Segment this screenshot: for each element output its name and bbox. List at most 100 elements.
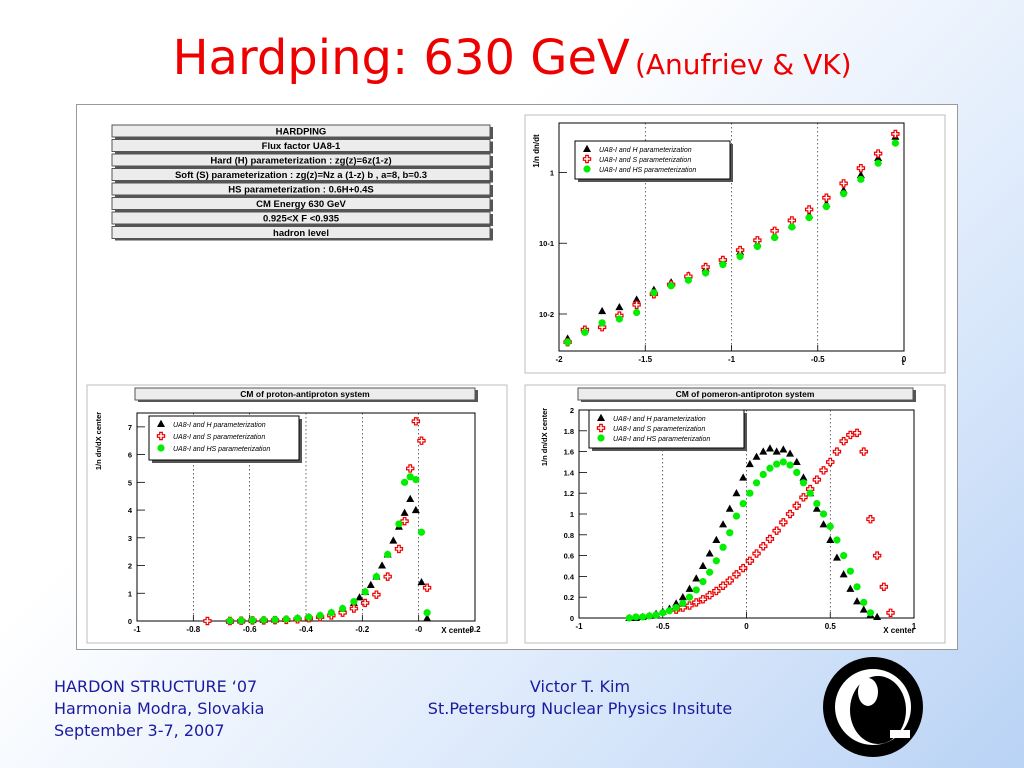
- figure-panel: HARDPING Flux factor UA8-1 Hard (H) parame…: [76, 104, 958, 650]
- data-point-hs: [645, 612, 653, 620]
- data-point-h: [678, 593, 687, 601]
- y-tick-label: 0.2: [564, 593, 574, 602]
- series-filled-circle: [625, 458, 875, 622]
- data-point-hs: [237, 616, 245, 625]
- data-point-hs: [857, 175, 865, 183]
- data-point-hs: [226, 617, 234, 625]
- chart-title-box: [577, 387, 914, 401]
- y-tick-label: 0: [128, 617, 132, 626]
- data-point-hs: [679, 599, 687, 608]
- data-point-hs: [891, 139, 899, 147]
- data-point-s: [394, 544, 404, 554]
- data-point-hs: [395, 520, 403, 528]
- data-point-s: [832, 447, 842, 456]
- data-point-hs: [667, 282, 675, 290]
- info-box: [111, 226, 491, 239]
- chart-pomeron-antiproton: -1 -0.5 0 0.5 1 0 0.2 0.4 0.6 0.8 1 1.2 1.4 1.6 1.8 2 CM…: [524, 384, 946, 644]
- data-point-h: [378, 561, 387, 569]
- y-tick-label: 1: [570, 510, 574, 519]
- info-box-label: Soft (S) parameterization : zg(z)=Nz a (…: [175, 170, 427, 181]
- data-point-h: [759, 447, 768, 455]
- data-point-s: [632, 300, 641, 309]
- data-point-h: [832, 553, 841, 561]
- data-point-h: [846, 584, 855, 592]
- data-point-s: [804, 205, 814, 214]
- data-point-s: [792, 501, 801, 510]
- data-point-hs: [719, 260, 727, 269]
- data-point-h: [752, 452, 761, 460]
- y-tick-label: 2: [570, 406, 574, 415]
- info-box-label: CM Energy 630 GeV: [256, 199, 346, 210]
- data-point-s: [360, 598, 370, 608]
- x-tick-label: -1: [575, 622, 583, 631]
- data-point-hs: [339, 604, 347, 613]
- data-point-h: [615, 302, 624, 311]
- y-tick-label: 4: [128, 506, 133, 515]
- y-axis-label: 1/n dn/dX center: [540, 408, 549, 466]
- data-point-s: [826, 457, 835, 467]
- y-tick-label: 6: [128, 451, 132, 460]
- data-point-hs: [384, 550, 392, 559]
- data-point-s: [846, 430, 855, 440]
- pnpi-logo-icon: [823, 657, 923, 757]
- x-tick-label: 1: [912, 622, 917, 631]
- figure-canvas: HARDPING Flux factor UA8-1 Hard (H) parame…: [86, 114, 946, 644]
- slide-title: Hardping: 630 GeV (Anufriev & VK): [0, 30, 1024, 86]
- info-box-label: HS parameterization : 0.6H+0.4S: [228, 185, 373, 196]
- data-point-s: [812, 475, 822, 484]
- data-point-h: [839, 570, 848, 578]
- data-point-h: [819, 520, 828, 528]
- data-point-s: [759, 542, 768, 551]
- data-point-s: [725, 576, 734, 585]
- x-tick-label: -1: [133, 625, 141, 634]
- data-point-hs: [412, 475, 420, 484]
- info-box-label: 0.925<X F <0.935: [263, 214, 340, 225]
- data-point-s: [596, 423, 606, 433]
- data-point-h: [406, 494, 415, 502]
- data-point-h: [725, 504, 734, 512]
- data-point-hs: [766, 464, 774, 472]
- legend-box: [148, 415, 300, 461]
- data-point-hs: [773, 460, 781, 468]
- data-point-s: [582, 154, 592, 164]
- data-point-hs: [786, 461, 794, 469]
- data-point-hs: [597, 434, 605, 442]
- data-point-hs: [685, 593, 694, 601]
- data-point-h: [873, 612, 882, 620]
- data-point-h: [812, 504, 821, 512]
- data-point-hs: [271, 616, 279, 624]
- data-point-hs: [822, 202, 830, 211]
- data-point-s: [732, 570, 741, 579]
- y-tick-label: 1: [128, 589, 132, 598]
- data-point-hs: [293, 614, 302, 622]
- x-axis-label: X center: [883, 626, 915, 635]
- data-point-s: [692, 598, 701, 607]
- data-point-h: [799, 473, 808, 481]
- info-box-label: Hard (H) parameterization : zg(z)=6z(1-z…: [210, 156, 391, 167]
- data-point-hs: [846, 567, 854, 575]
- legend-entry: UA8-I and H parameterization: [613, 416, 706, 423]
- data-point-s: [772, 526, 781, 535]
- data-point-h: [692, 574, 701, 582]
- data-point-h: [597, 413, 605, 421]
- data-point-hs: [712, 557, 720, 565]
- legend-entry: UA8-I and H parameterization: [173, 422, 266, 429]
- info-box: [111, 168, 491, 181]
- data-point-hs: [759, 470, 767, 479]
- legend-entry: UA8-I and HS parameterization: [613, 436, 710, 443]
- data-point-h: [772, 447, 781, 455]
- data-point-s: [822, 193, 831, 202]
- info-box-label: hadron level: [273, 228, 329, 239]
- data-point-s: [891, 129, 900, 139]
- data-point-h: [786, 449, 795, 457]
- x-tick-label: -0.4: [299, 625, 313, 634]
- data-point-h: [598, 306, 607, 315]
- data-point-h: [705, 549, 714, 557]
- data-point-hs: [632, 613, 640, 621]
- data-point-hs: [860, 598, 868, 606]
- info-box: [111, 153, 491, 167]
- data-point-h: [355, 593, 364, 601]
- data-point-h: [583, 144, 591, 152]
- data-point-h: [632, 295, 641, 303]
- footer-conference: HARDON STRUCTURE ‘07 Harmonia Modra, Slo…: [54, 676, 264, 742]
